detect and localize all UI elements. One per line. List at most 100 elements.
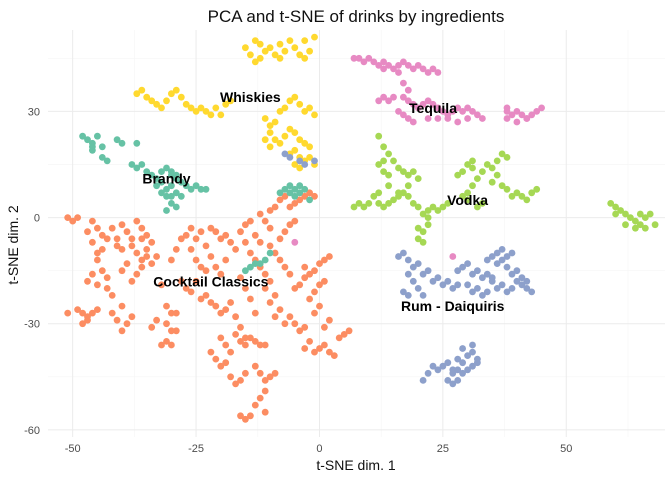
data-point [94,281,101,289]
data-point [395,253,402,260]
data-point [469,270,476,278]
data-point [306,270,313,278]
data-point [251,309,259,317]
data-point [158,341,165,349]
data-point [464,352,471,359]
data-point [133,90,141,98]
data-point [276,108,284,115]
data-point [227,348,235,356]
data-point [365,200,373,207]
data-point [419,292,427,299]
data-point [84,136,91,144]
data-point [207,224,215,232]
data-point [261,47,269,55]
series-cocktail-classics [64,189,353,423]
data-point [622,221,629,229]
data-point [251,37,259,44]
data-point [296,327,304,335]
data-point [158,178,165,186]
data-point [202,185,210,193]
data-point [414,235,422,243]
data-point [508,111,516,119]
data-point [251,58,259,66]
data-point [281,228,289,236]
data-point [311,288,318,296]
data-point [607,200,615,207]
data-point [414,104,422,112]
data-point [429,100,437,108]
data-point [118,139,126,147]
data-point [271,136,279,144]
data-point [419,238,427,246]
data-point [503,108,511,115]
data-point [108,309,116,317]
data-point [459,263,466,271]
data-point [404,192,412,200]
data-point [632,224,639,232]
data-point [138,86,146,94]
x-tick-label: -25 [188,443,204,455]
data-point [395,189,402,197]
data-point [385,171,392,179]
data-point [404,292,412,299]
data-point [434,69,442,76]
data-point [301,139,309,147]
data-point [459,359,466,367]
data-point [266,122,274,129]
data-point [488,274,496,282]
data-point [360,58,368,66]
data-point [197,104,205,112]
data-point [414,175,422,183]
data-point [261,408,269,416]
data-point [168,90,175,98]
data-point [439,362,447,370]
data-point [503,115,511,122]
data-point [469,362,476,370]
data-point [256,341,264,349]
data-point [143,168,151,176]
data-point [479,292,486,299]
data-point [464,281,471,289]
data-point [286,37,294,44]
x-axis-title: t-SNE dim. 1 [316,457,396,473]
data-point [256,40,264,48]
data-point [385,97,392,105]
data-point [266,207,274,214]
data-point [281,132,289,140]
data-point [286,182,294,190]
data-point [306,295,313,303]
data-point [251,338,259,345]
data-point [242,341,249,349]
data-point [266,249,274,257]
data-point [449,108,457,115]
series-vodka [350,132,659,246]
data-point [138,263,146,271]
data-point [464,196,471,204]
data-point [454,281,462,289]
data-point [256,260,264,267]
data-point [385,62,392,69]
data-point [217,362,225,370]
data-point [301,161,309,168]
data-point [291,192,299,200]
data-point [395,62,402,69]
data-point [409,118,417,126]
data-point [84,277,91,285]
data-point [513,108,521,115]
data-point [271,249,279,257]
data-point [321,256,328,264]
data-point [227,97,235,105]
data-point [365,54,373,62]
data-point [454,118,462,126]
data-point [168,192,175,200]
data-point [261,270,269,278]
data-point [266,277,274,285]
data-point [439,203,447,211]
data-point [148,260,156,267]
data-point [533,185,541,193]
data-point [242,267,249,275]
data-point [138,256,146,264]
data-point [286,154,294,161]
x-tick-label: 50 [560,443,572,455]
